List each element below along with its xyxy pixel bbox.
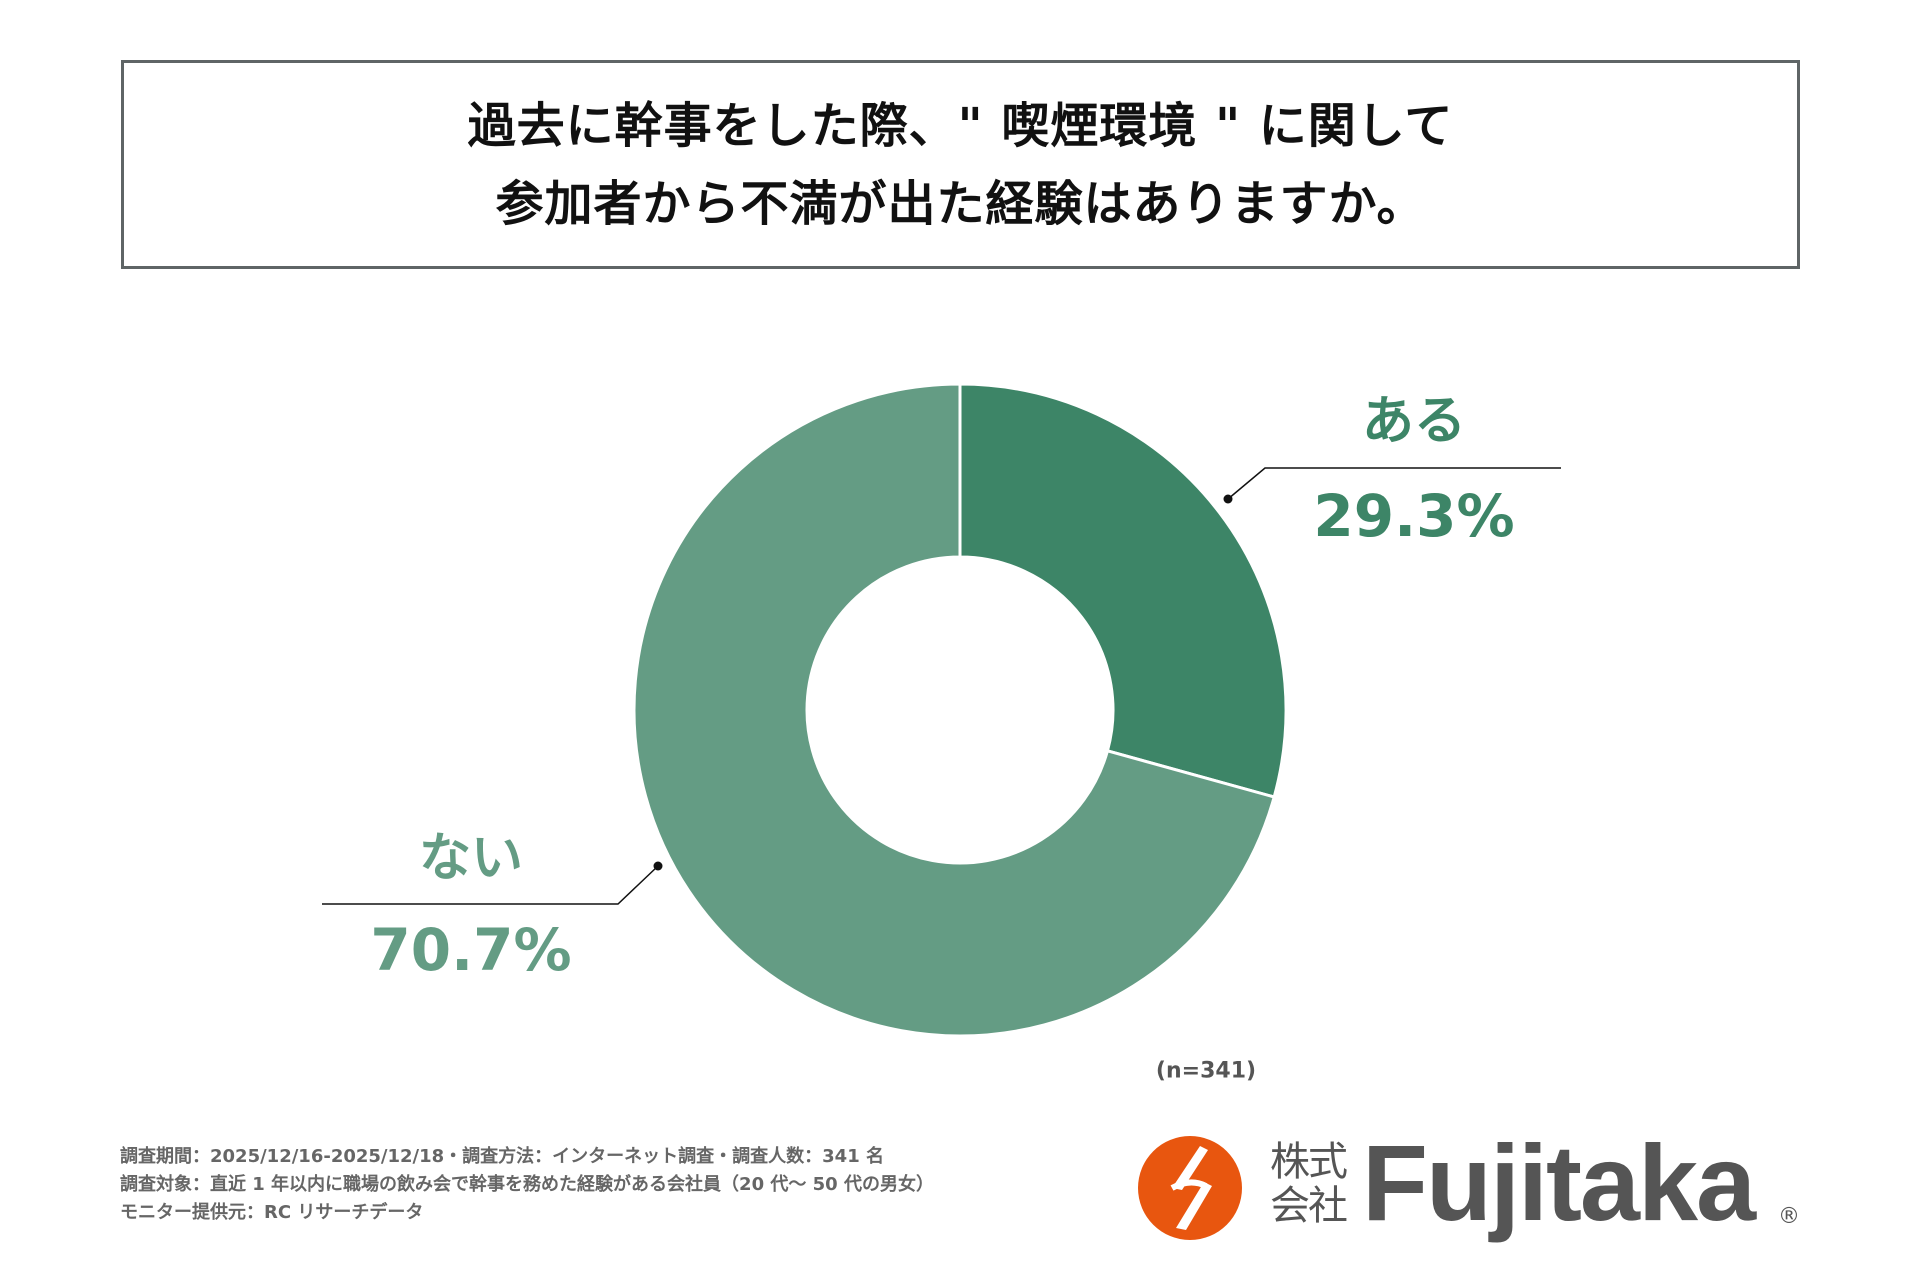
category-label-nai: ない	[418, 828, 524, 889]
donut-slice-0	[958, 382, 1288, 799]
leader-line-1	[322, 865, 659, 905]
category-label-aru: ある	[1361, 391, 1467, 452]
footer-monitor-source: モニター提供元：RC リサーチデータ	[120, 1202, 424, 1223]
value-label-aru: 29.3%	[1313, 482, 1515, 550]
leader-dot-0	[1223, 494, 1233, 504]
donut-slice-1	[632, 382, 1277, 1038]
title-line-2: 参加者から不満が出た経験はありますか。	[495, 175, 1426, 232]
registered-mark: ®	[1778, 1204, 1800, 1229]
value-label-nai: 70.7%	[370, 916, 572, 984]
logo-wordmark: Fujitaka	[1362, 1122, 1756, 1243]
title-line-1: 過去に幹事をした際、" 喫煙環境 " に関して	[467, 97, 1454, 154]
title-box: 過去に幹事をした際、" 喫煙環境 " に関して 参加者から不満が出た経験はありま…	[121, 60, 1800, 269]
footer-survey-period: 調査期間：2025/12/16-2025/12/18・調査方法：インターネット調…	[120, 1146, 884, 1167]
leader-line-0	[1227, 467, 1561, 500]
footer-survey-target: 調査対象：直近 1 年以内に職場の飲み会で幹事を務めた経験がある会社員（20 代…	[120, 1174, 934, 1195]
sample-size-note: (n=341)	[1155, 1058, 1257, 1084]
leader-dot-1	[653, 861, 663, 871]
logo-kabushikigaisha: 株式会社	[1270, 1139, 1348, 1229]
